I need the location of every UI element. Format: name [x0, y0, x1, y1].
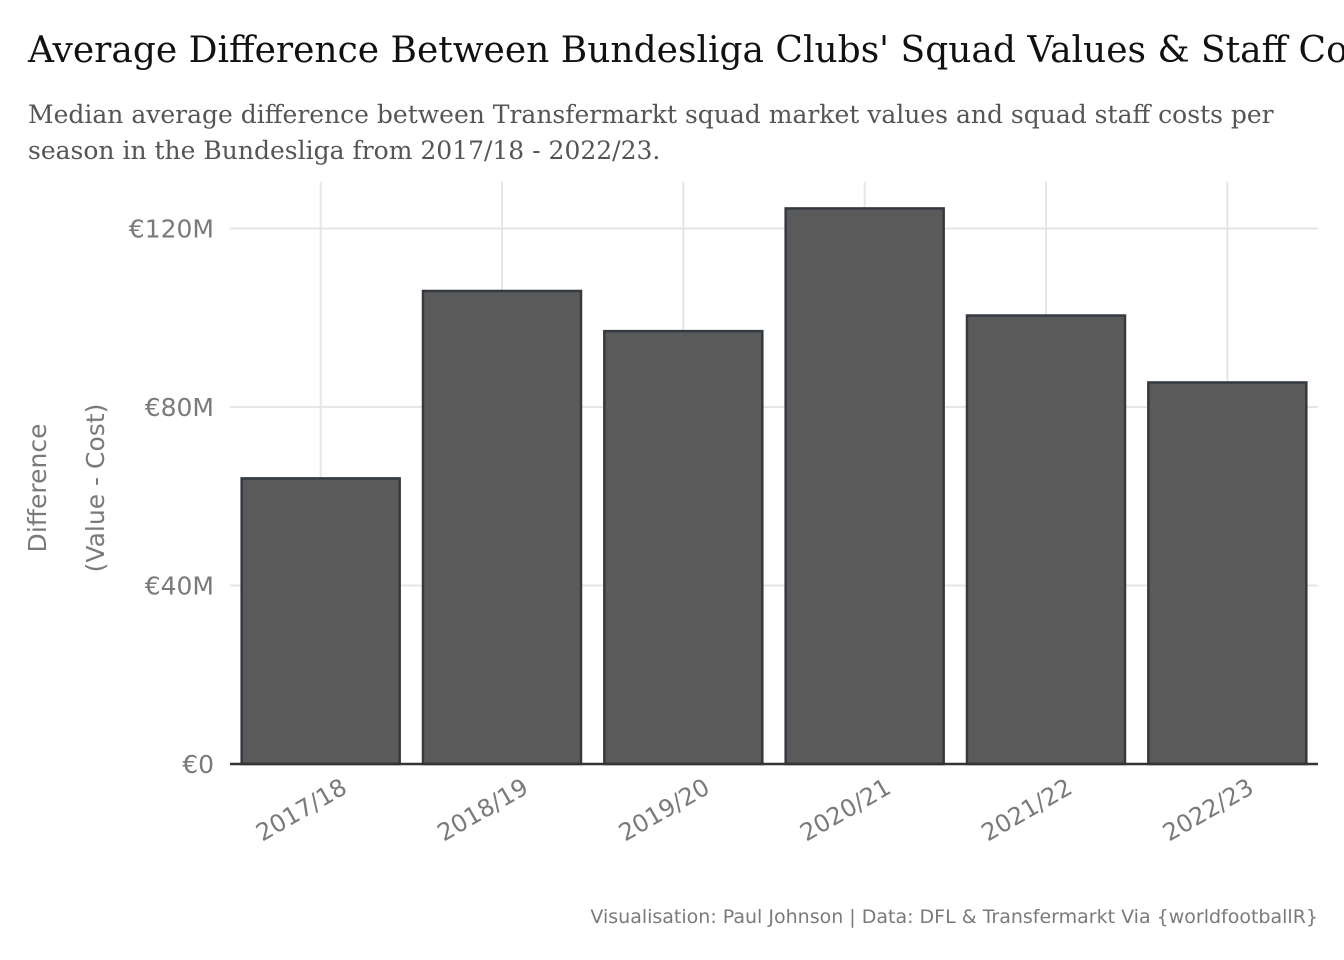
x-tick-label: 2018/19	[433, 773, 533, 847]
bar-2018-19	[421, 289, 583, 766]
x-tick-label: 2021/22	[977, 773, 1077, 847]
chart-title: Average Difference Between Bundesliga Cl…	[28, 30, 1344, 71]
x-tick-label: 2017/18	[251, 773, 351, 847]
bar-2021-22	[965, 314, 1127, 766]
y-tick-labels: €0 €40M €80M €120M	[129, 215, 214, 780]
bar-2022-23	[1147, 381, 1308, 766]
y-tick-label: €80M	[145, 393, 214, 422]
y-axis-title: Difference (Value - Cost)	[23, 404, 110, 573]
y-axis-title-line: Difference	[23, 424, 52, 553]
bar-2019-20	[603, 329, 764, 766]
x-tick-label: 2022/23	[1158, 773, 1258, 847]
bars	[240, 207, 1308, 766]
x-tick-label: 2020/21	[795, 773, 895, 847]
bar-2017-18	[240, 477, 401, 766]
chart-subtitle-line-1: Median average difference between Transf…	[28, 100, 1274, 129]
x-tick-label: 2019/20	[614, 773, 714, 847]
y-tick-label: €0	[182, 750, 214, 779]
chart-subtitle-line-2: season in the Bundesliga from 2017/18 - …	[28, 136, 661, 165]
bar-2020-21	[784, 207, 945, 766]
x-tick-labels: 2017/18 2018/19 2019/20 2020/21 2021/22 2022/…	[251, 773, 1258, 847]
chart-caption: Visualisation: Paul Johnson | Data: DFL …	[590, 906, 1318, 928]
y-tick-label: €40M	[145, 572, 214, 601]
y-axis-title-line: (Value - Cost)	[81, 404, 110, 573]
y-tick-label: €120M	[129, 215, 214, 244]
